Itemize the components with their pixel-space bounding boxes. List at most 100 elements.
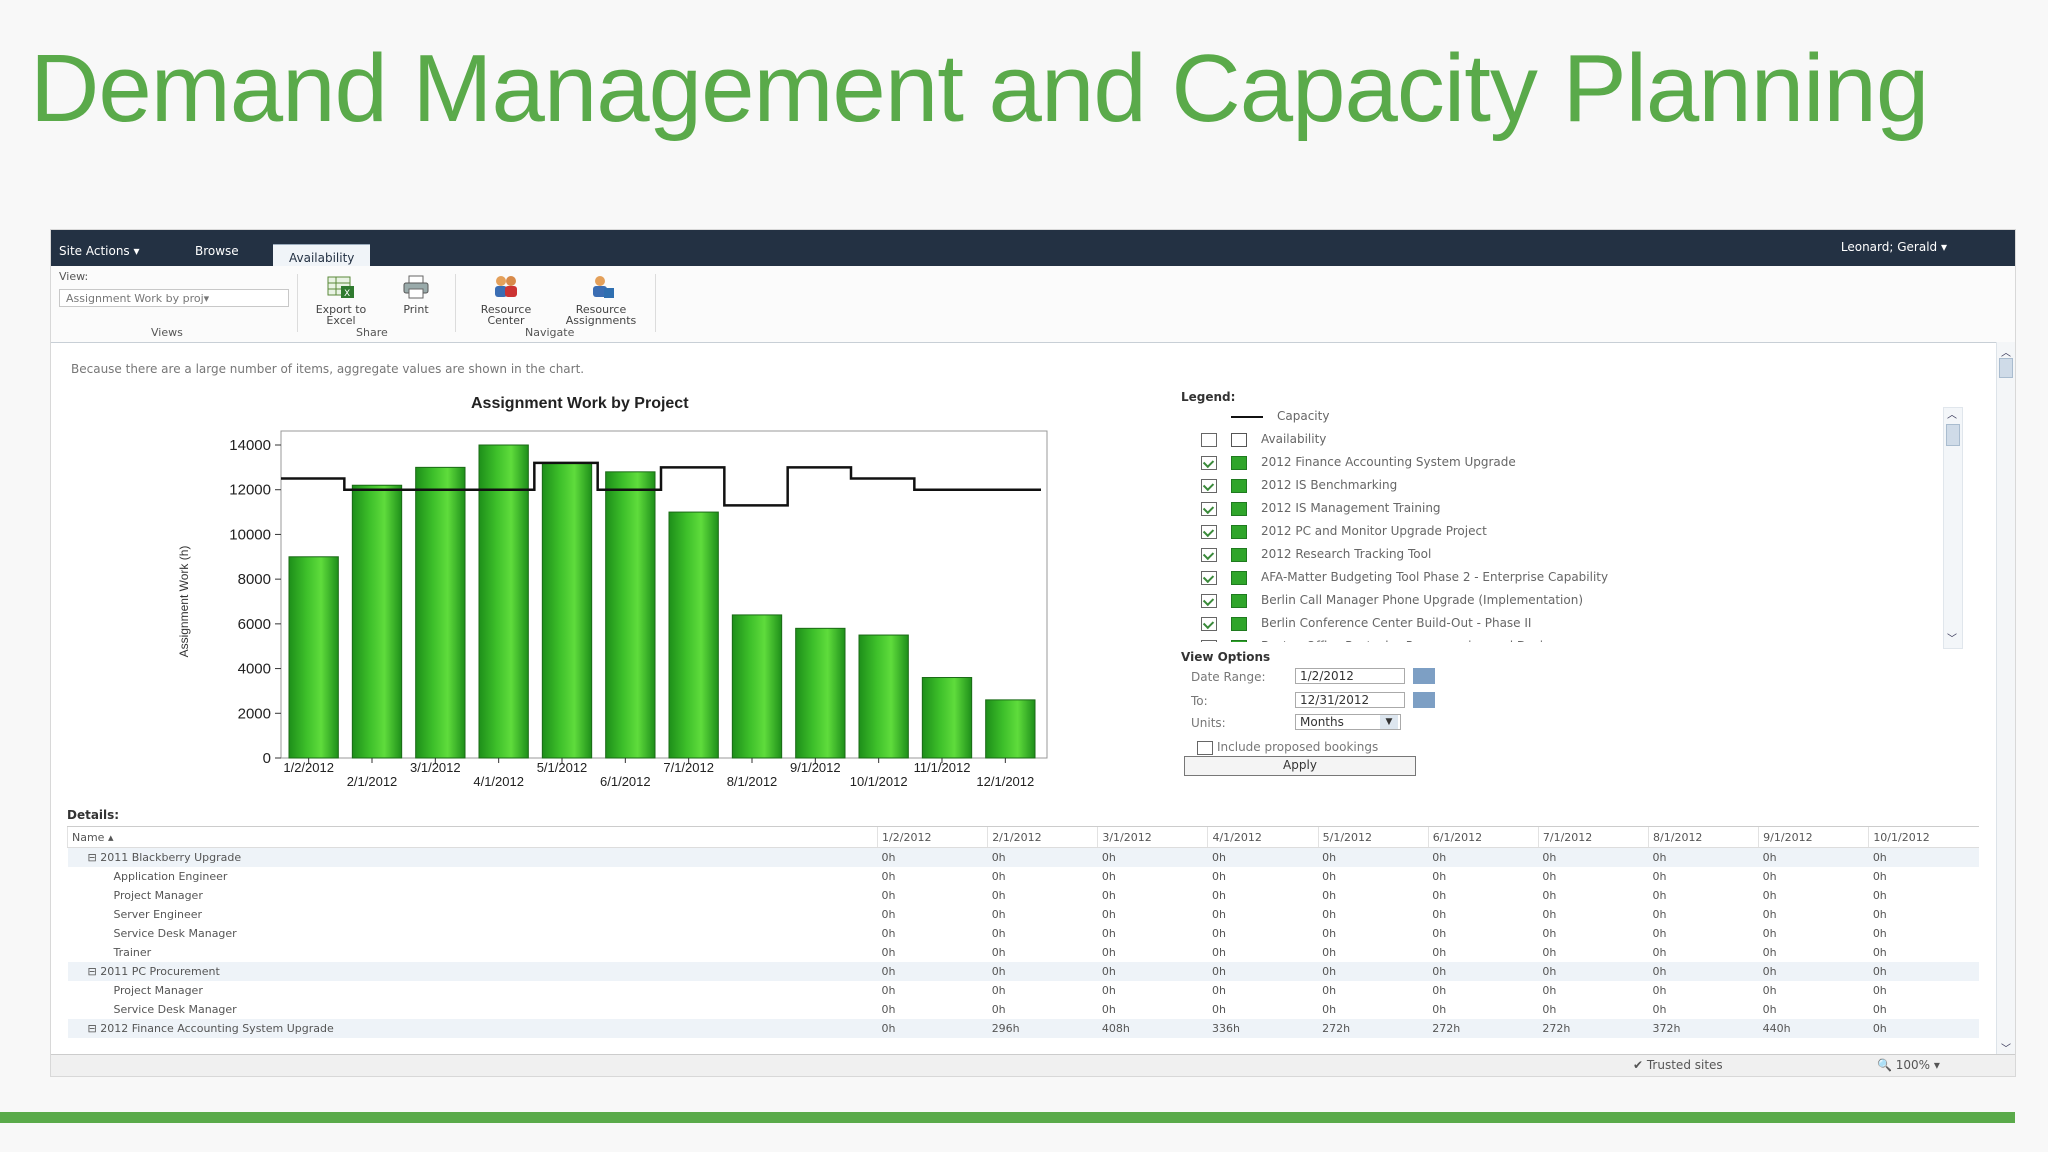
view-select[interactable]: Assignment Work by proj▾ [59, 289, 289, 307]
bar[interactable] [795, 627, 846, 759]
table-row[interactable]: Service Desk Manager 0h 0h 0h 0h 0h 0h 0h 0h 0h 0h [68, 924, 1980, 943]
legend-checkbox[interactable] [1201, 432, 1217, 447]
tab-site-actions[interactable]: Site Actions ▾ [59, 244, 140, 258]
table-row[interactable]: Application Engineer 0h 0h 0h 0h 0h 0h 0h 0h 0h 0h [68, 867, 1980, 886]
legend-item[interactable]: Capacity [1201, 409, 1329, 429]
legend-item[interactable]: AFA-Matter Budgeting Tool Phase 2 - Ente… [1201, 570, 1608, 590]
y-tick-label: 12000 [229, 482, 271, 499]
bar[interactable] [985, 699, 1036, 759]
legend-item[interactable]: Boston Office Restack – Programming and … [1201, 639, 1558, 642]
legend-checkbox[interactable] [1201, 478, 1217, 493]
table-row[interactable]: ⊟ 2011 PC Procurement 0h 0h 0h 0h 0h 0h 0h 0h 0h 0… [67, 962, 1979, 981]
date-column-header[interactable]: 8/1/2012 [1648, 826, 1759, 848]
work-value-cell: 0h [1652, 908, 1667, 921]
legend-checkbox[interactable] [1201, 501, 1217, 516]
legend-item[interactable]: 2012 PC and Monitor Upgrade Project [1201, 524, 1487, 544]
scroll-up-icon[interactable]: ︿ [1947, 410, 1957, 421]
date-from-input[interactable]: 1/2/2012 [1295, 668, 1405, 684]
legend-checkbox[interactable] [1201, 570, 1217, 585]
bar[interactable] [605, 471, 656, 759]
page-scrollbar[interactable]: ︿ ﹀ [1996, 342, 2015, 1055]
scroll-thumb[interactable] [1999, 358, 2013, 378]
table-row[interactable]: Service Desk Manager 0h 0h 0h 0h 0h 0h 0h 0h 0h 0h [68, 1000, 1980, 1019]
project-name-cell[interactable]: ⊟ 2011 PC Procurement [67, 962, 878, 981]
table-row[interactable]: Server Engineer 0h 0h 0h 0h 0h 0h 0h 0h 0h 0h [68, 905, 1980, 924]
bar[interactable] [668, 511, 719, 759]
legend-checkbox[interactable] [1201, 455, 1217, 470]
legend-item[interactable]: Availability [1201, 432, 1326, 452]
x-tick-label: 3/1/2012 [410, 760, 461, 775]
table-row[interactable]: ⊟ 2011 Blackberry Upgrade 0h 0h 0h 0h 0h 0h 0h 0… [67, 847, 1979, 867]
scroll-up-icon[interactable]: ︿ [2001, 348, 2011, 359]
work-value-cell: 0h [877, 847, 988, 867]
to-label: To: [1191, 694, 1208, 708]
tab-browse[interactable]: Browse [195, 244, 239, 258]
legend-item[interactable]: 2012 IS Management Training [1201, 501, 1441, 521]
bar[interactable] [478, 444, 529, 759]
calendar-icon[interactable] [1413, 668, 1435, 684]
legend-checkbox[interactable] [1201, 547, 1217, 562]
legend-item[interactable]: Berlin Conference Center Build-Out - Pha… [1201, 616, 1531, 636]
legend-item[interactable]: 2012 Research Tracking Tool [1201, 547, 1431, 567]
export-to-excel-button[interactable]: X Export to Excel [309, 274, 373, 326]
legend-item[interactable]: Berlin Call Manager Phone Upgrade (Imple… [1201, 593, 1583, 613]
user-menu[interactable]: Leonard; Gerald ▾ [1840, 240, 1947, 254]
date-column-header[interactable]: 1/2/2012 [877, 826, 988, 848]
legend-scrollbar[interactable]: ︿ ﹀ [1943, 407, 1963, 649]
scroll-thumb[interactable] [1946, 424, 1960, 446]
project-name-cell[interactable]: ⊟ 2011 Blackberry Upgrade [67, 847, 878, 867]
legend-checkbox[interactable] [1201, 524, 1217, 539]
table-row[interactable]: Project Manager 0h 0h 0h 0h 0h 0h 0h 0h 0h 0h [68, 886, 1980, 905]
work-value-cell: 0h [1652, 870, 1667, 883]
calendar-icon[interactable] [1413, 692, 1435, 708]
legend-swatch [1231, 501, 1247, 516]
work-value-cell: 0h [1868, 847, 1979, 867]
units-select[interactable]: Months ▼ [1295, 714, 1401, 730]
tab-availability[interactable]: Availability [273, 244, 371, 266]
zoom-control[interactable]: 🔍 100% ▾ [1877, 1058, 1940, 1072]
chevron-down-icon[interactable]: ▼ [1380, 715, 1398, 729]
bar[interactable] [921, 677, 973, 759]
date-to-input[interactable]: 12/31/2012 [1295, 692, 1405, 708]
work-value-cell: 0h [1211, 1003, 1226, 1016]
date-column-header[interactable]: 6/1/2012 [1427, 826, 1539, 848]
bar[interactable] [541, 462, 593, 759]
table-row[interactable]: ⊟ 2012 Finance Accounting System Upgrade… [67, 1019, 1979, 1038]
work-value-cell: 0h [1652, 1003, 1667, 1016]
resource-assignments-button[interactable]: Resource Assignments [551, 274, 651, 326]
print-button[interactable]: Print [391, 274, 441, 315]
name-column-header[interactable]: Name ▴ [66, 826, 878, 848]
include-proposed-option[interactable]: Include proposed bookings [1197, 740, 1378, 755]
date-column-header[interactable]: 2/1/2012 [987, 826, 1098, 848]
legend-checkbox[interactable] [1201, 639, 1217, 642]
legend-item[interactable]: 2012 IS Benchmarking [1201, 478, 1397, 498]
include-proposed-checkbox[interactable] [1197, 740, 1213, 755]
resource-center-button[interactable]: Resource Center [469, 274, 543, 326]
status-bar: ✔ Trusted sites 🔍 100% ▾ [51, 1054, 2015, 1076]
resource-assignments-label-1: Resource [575, 303, 627, 316]
scroll-down-icon[interactable]: ﹀ [1947, 634, 1957, 645]
legend-checkbox[interactable] [1201, 593, 1217, 608]
date-column-header[interactable]: 7/1/2012 [1537, 826, 1649, 848]
table-row[interactable]: Trainer 0h 0h 0h 0h 0h 0h 0h 0h 0h 0h [68, 943, 1980, 962]
scroll-down-icon[interactable]: ﹀ [2001, 1044, 2011, 1055]
bar[interactable] [351, 484, 403, 759]
date-column-header[interactable]: 3/1/2012 [1097, 826, 1208, 848]
work-value-cell: 0h [1101, 946, 1116, 959]
legend-item[interactable]: 2012 Finance Accounting System Upgrade [1201, 455, 1516, 475]
date-column-header[interactable]: 10/1/2012 [1868, 826, 1979, 848]
legend-label: Berlin Call Manager Phone Upgrade (Imple… [1261, 593, 1584, 607]
bar[interactable] [858, 634, 909, 759]
table-row[interactable]: Project Manager 0h 0h 0h 0h 0h 0h 0h 0h 0h 0h [68, 981, 1980, 1000]
date-column-header[interactable]: 5/1/2012 [1317, 826, 1429, 848]
bar[interactable] [288, 556, 339, 759]
date-column-header[interactable]: 4/1/2012 [1207, 826, 1319, 848]
date-column-header[interactable]: 9/1/2012 [1758, 826, 1869, 848]
apply-button[interactable]: Apply [1184, 756, 1416, 776]
bar[interactable] [731, 614, 783, 759]
legend-checkbox[interactable] [1201, 616, 1217, 631]
legend-label: 2012 PC and Monitor Upgrade Project [1261, 524, 1487, 538]
include-proposed-label: Include proposed bookings [1217, 740, 1379, 754]
project-name-cell[interactable]: ⊟ 2012 Finance Accounting System Upgrade [67, 1019, 878, 1038]
bar[interactable] [415, 466, 466, 759]
